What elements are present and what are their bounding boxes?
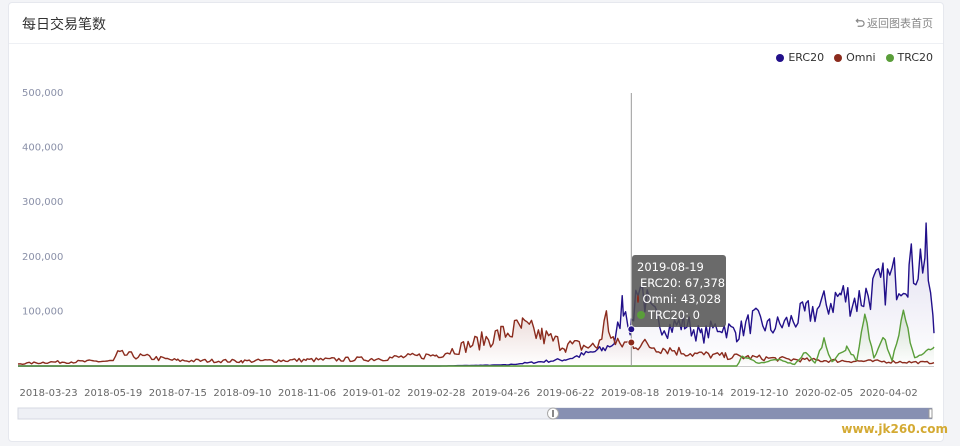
legend-item-erc20[interactable]: ERC20	[776, 51, 824, 64]
chart-tooltip: 2019-08-19 ERC20: 67,378 Omni: 43,028 TR…	[632, 255, 726, 327]
tooltip-date: 2019-08-19	[637, 260, 704, 274]
y-tick-label: 400,000	[22, 143, 63, 154]
y-tick-label: 100,000	[22, 306, 63, 317]
legend-label: ERC20	[788, 51, 825, 64]
slider-selected-range[interactable]	[553, 408, 932, 419]
tooltip-row-omni: Omni: 43,028	[637, 291, 721, 307]
series-areas	[18, 223, 934, 366]
x-tick-label: 2019-01-02	[343, 388, 401, 399]
tooltip-row-label: Omni: 43,028	[642, 292, 721, 306]
tooltip-row-label: ERC20: 67,378	[640, 276, 726, 290]
x-tick-label: 2019-04-26	[472, 388, 530, 399]
legend-label: TRC20	[897, 51, 934, 64]
return-icon	[855, 17, 865, 27]
legend-dot-icon	[834, 53, 843, 62]
card-header: 每日交易笔数 返回图表首页	[9, 3, 943, 44]
legend-item-omni[interactable]: Omni	[834, 51, 876, 64]
y-tick-label: 200,000	[22, 252, 63, 263]
tooltip-dot-icon	[637, 311, 645, 319]
x-tick-label: 2018-09-10	[213, 388, 271, 399]
legend-item-trc20[interactable]: TRC20	[885, 51, 934, 64]
series-line-trc20	[18, 309, 935, 367]
slider-right-handle[interactable]	[928, 408, 933, 419]
legend: ERC20 Omni TRC20	[776, 51, 933, 64]
x-tick-label: 2019-02-28	[407, 388, 465, 399]
tooltip-row-erc20: ERC20: 67,378	[637, 275, 725, 291]
x-tick-label: 2020-04-02	[860, 388, 918, 399]
series-area-omni	[18, 310, 934, 366]
chart-card: 每日交易笔数 返回图表首页 ERC20 Omni TRC20	[8, 2, 944, 442]
x-tick-label: 2018-05-19	[84, 388, 142, 399]
series-line-omni	[17, 310, 935, 365]
legend-label: Omni	[846, 51, 876, 64]
slider-left-grip-icon	[552, 410, 554, 417]
hover-point-omni	[627, 338, 636, 347]
hover-point-erc20	[627, 325, 636, 334]
x-tick-label: 2018-11-06	[278, 388, 336, 399]
x-tick-label: 2020-02-05	[795, 388, 853, 399]
x-tick-label: 2019-08-18	[601, 388, 659, 399]
x-tick-label: 2018-07-15	[149, 388, 207, 399]
tooltip-row-trc20: TRC20: 0	[637, 307, 721, 323]
x-tick-label: 2018-03-23	[20, 388, 78, 399]
back-link-label: 返回图表首页	[867, 17, 933, 30]
tooltip-row-label: TRC20: 0	[648, 308, 700, 322]
x-tick-label: 2019-06-22	[536, 388, 594, 399]
back-to-charts-button[interactable]: 返回图表首页	[854, 15, 933, 31]
x-tick-label: 2019-12-10	[730, 388, 788, 399]
watermark: www.jk260.com	[841, 422, 948, 436]
series-lines	[17, 222, 935, 367]
y-tick-label: 300,000	[22, 197, 63, 208]
x-tick-label: 2019-10-14	[666, 388, 724, 399]
tooltip-points	[627, 325, 636, 347]
legend-dot-icon	[885, 53, 894, 62]
chart-title: 每日交易笔数	[22, 17, 106, 33]
legend-dot-icon	[776, 53, 785, 62]
y-tick-label: 500,000	[22, 88, 63, 99]
x-axis: 2018-03-23 2018-05-19 2018-07-15 2018-09-10…	[18, 366, 934, 399]
tooltip-dot-icon	[637, 295, 640, 303]
data-zoom-slider[interactable]	[17, 407, 933, 420]
y-axis: 100,000 200,000 300,000 400,000 500,000	[22, 88, 63, 317]
